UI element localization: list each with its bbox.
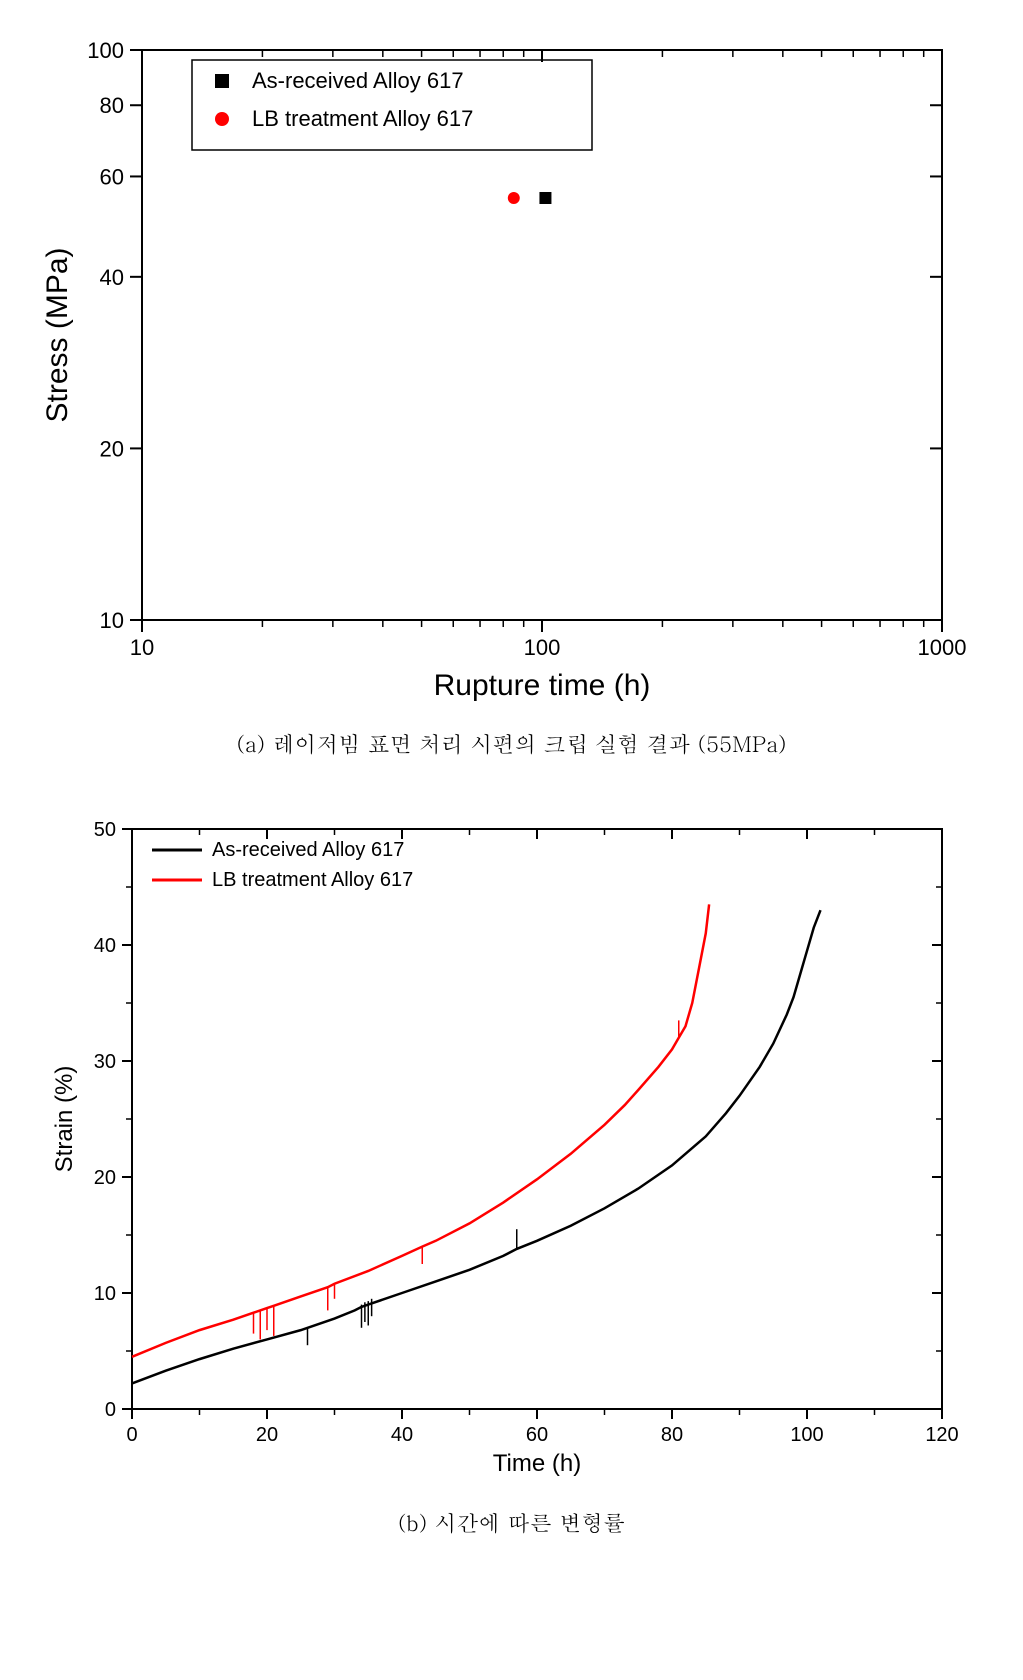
svg-text:20: 20 [255, 1424, 277, 1446]
svg-text:10: 10 [93, 1283, 115, 1305]
svg-text:30: 30 [93, 1051, 115, 1073]
data-point-square [539, 192, 551, 204]
svg-text:10: 10 [129, 635, 153, 660]
svg-text:20: 20 [99, 436, 123, 461]
chart-a-caption: (a) 레이저빔 표면 처리 시편의 크립 실험 결과 (55MPa) [22, 728, 1002, 759]
legend-label: LB treatment Alloy 617 [252, 106, 473, 131]
chart-a-block: 10 100 1000 20 40 60 80 100 10 Rupture time (h) St… [22, 20, 1002, 759]
svg-text:80: 80 [99, 93, 123, 118]
svg-text:40: 40 [99, 265, 123, 290]
chart-b-block: 0 20 40 60 80 100 120 0 10 20 30 40 50 Time (h) Strain… [22, 799, 1002, 1538]
svg-text:40: 40 [390, 1424, 412, 1446]
chart-b-caption: (b) 시간에 따른 변형률 [22, 1507, 1002, 1538]
legend-marker-square [215, 74, 229, 88]
figure-container: 1010010002040608010010Rupture time (h)St… [22, 20, 1002, 1538]
svg-text:Strain (%): Strain (%) [51, 1066, 78, 1173]
svg-text:100: 100 [523, 635, 560, 660]
svg-text:60: 60 [525, 1424, 547, 1446]
legend-label: As-received Alloy 617 [212, 839, 404, 861]
legend-label: LB treatment Alloy 617 [212, 869, 413, 891]
svg-text:60: 60 [99, 164, 123, 189]
svg-text:0: 0 [104, 1399, 115, 1421]
svg-text:100: 100 [87, 38, 124, 63]
strain-vs-time-chart: 0 20 40 60 80 100 120 0 10 20 30 40 50 Time (h) Strain… [22, 799, 982, 1499]
legend-label: As-received Alloy 617 [252, 68, 464, 93]
svg-text:100: 100 [790, 1424, 823, 1446]
svg-text:50: 50 [93, 819, 115, 841]
svg-text:10: 10 [99, 608, 123, 633]
svg-text:20: 20 [93, 1167, 115, 1189]
svg-text:80: 80 [660, 1424, 682, 1446]
data-point-circle [507, 192, 519, 204]
stress-vs-rupture-chart: 10 100 1000 20 40 60 80 100 10 Rupture time (h) St… [22, 20, 982, 720]
svg-text:0: 0 [126, 1424, 137, 1446]
legend-marker-circle [215, 112, 229, 126]
svg-text:Rupture time (h): Rupture time (h) [433, 669, 650, 702]
svg-text:Stress (MPa): Stress (MPa) [41, 247, 74, 422]
svg-text:40: 40 [93, 935, 115, 957]
svg-text:1000: 1000 [917, 635, 966, 660]
series-line [132, 910, 821, 1383]
svg-text:120: 120 [925, 1424, 958, 1446]
svg-text:Time (h): Time (h) [492, 1450, 580, 1477]
series-line [132, 904, 709, 1356]
